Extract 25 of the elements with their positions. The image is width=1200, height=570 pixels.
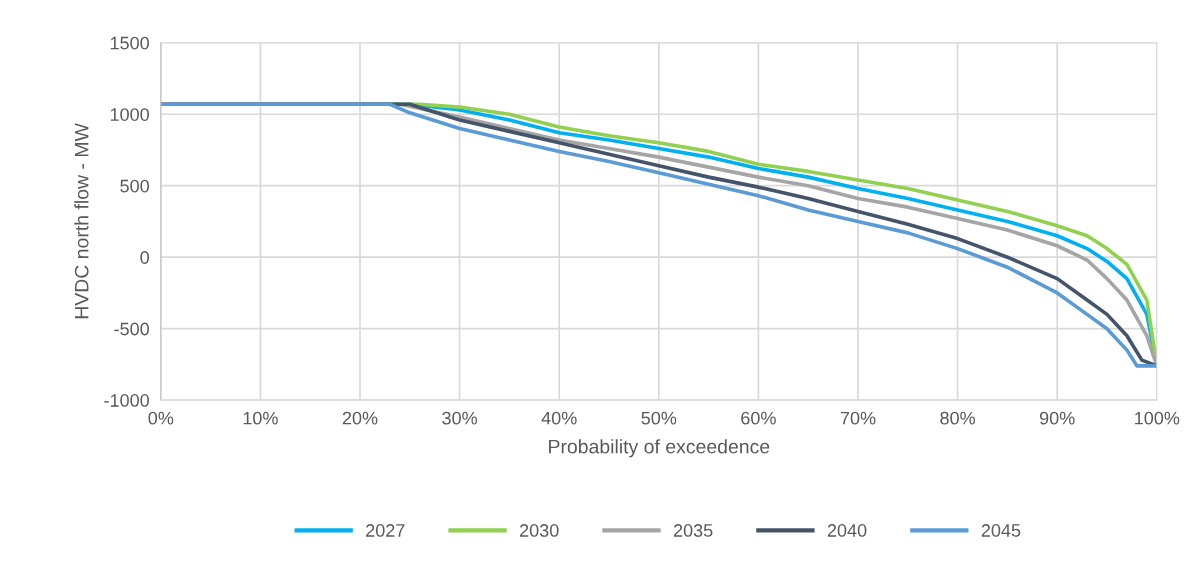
legend-label: 2040 (827, 524, 867, 537)
y-tick-label: -1000 (104, 394, 149, 407)
y-tick-label: -500 (114, 322, 149, 336)
y-tick-label: 0 (140, 251, 149, 264)
x-tick-label: 50% (641, 411, 677, 425)
y-tick-label: 1000 (110, 108, 149, 121)
x-tick-label: 80% (940, 411, 976, 425)
y-tick-label: 500 (120, 179, 149, 193)
legend-label: 2027 (366, 524, 405, 537)
legend-label: 2045 (981, 524, 1021, 537)
x-tick-label: 0% (148, 411, 174, 425)
y-tick-label: 1500 (110, 36, 149, 50)
line-series (160, 102, 1157, 368)
x-tick-label: 100% (1135, 411, 1180, 425)
x-tick-label: 10% (243, 411, 278, 425)
y-axis-title: HVDC north flow - MW (74, 123, 89, 319)
x-tick-label: 70% (840, 411, 876, 425)
x-tick-label: 40% (541, 411, 577, 425)
x-axis-title: Probability of exceedence (549, 439, 770, 458)
x-tick-label: 20% (342, 411, 378, 425)
x-tick-label: 90% (1039, 411, 1075, 425)
legend-label: 2030 (520, 524, 559, 537)
x-tick-label: 60% (741, 411, 776, 425)
legend-label: 2035 (673, 524, 713, 537)
x-tick-label: 30% (442, 411, 478, 425)
